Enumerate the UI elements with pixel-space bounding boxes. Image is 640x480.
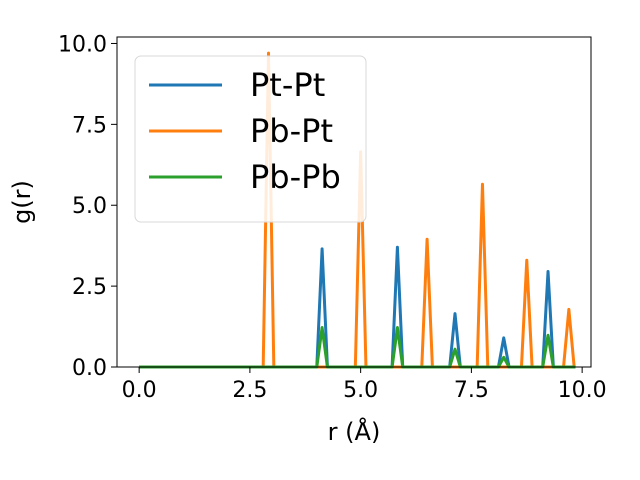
x-tick-label: 10.0 <box>558 378 607 403</box>
y-tick-label: 0.0 <box>72 356 107 381</box>
legend: Pt-Pt Pb-Pt Pb-Pb <box>134 55 367 223</box>
x-axis: 0.0 2.5 5.0 7.5 10.0 <box>122 367 607 403</box>
legend-box <box>134 55 367 223</box>
y-tick-label: 5.0 <box>72 194 107 219</box>
legend-label-pt-pt: Pt-Pt <box>250 66 325 104</box>
x-axis-label: r (Å) <box>328 417 381 446</box>
y-tick-label: 10.0 <box>58 32 107 57</box>
y-tick-label: 2.5 <box>72 275 107 300</box>
y-axis: 0.0 2.5 5.0 7.5 10.0 <box>58 32 117 381</box>
x-tick-label: 0.0 <box>122 378 157 403</box>
x-tick-label: 7.5 <box>454 378 489 403</box>
legend-label-pb-pb: Pb-Pb <box>250 158 341 196</box>
legend-label-pb-pt: Pb-Pt <box>250 112 333 150</box>
y-tick-label: 7.5 <box>72 113 107 138</box>
series-line-pb-pb <box>139 326 576 369</box>
x-tick-label: 5.0 <box>343 378 378 403</box>
plot-frame <box>116 36 592 368</box>
series-line-pt-pt <box>139 245 576 369</box>
y-axis-label: g(r) <box>8 180 36 224</box>
x-tick-label: 2.5 <box>232 378 267 403</box>
